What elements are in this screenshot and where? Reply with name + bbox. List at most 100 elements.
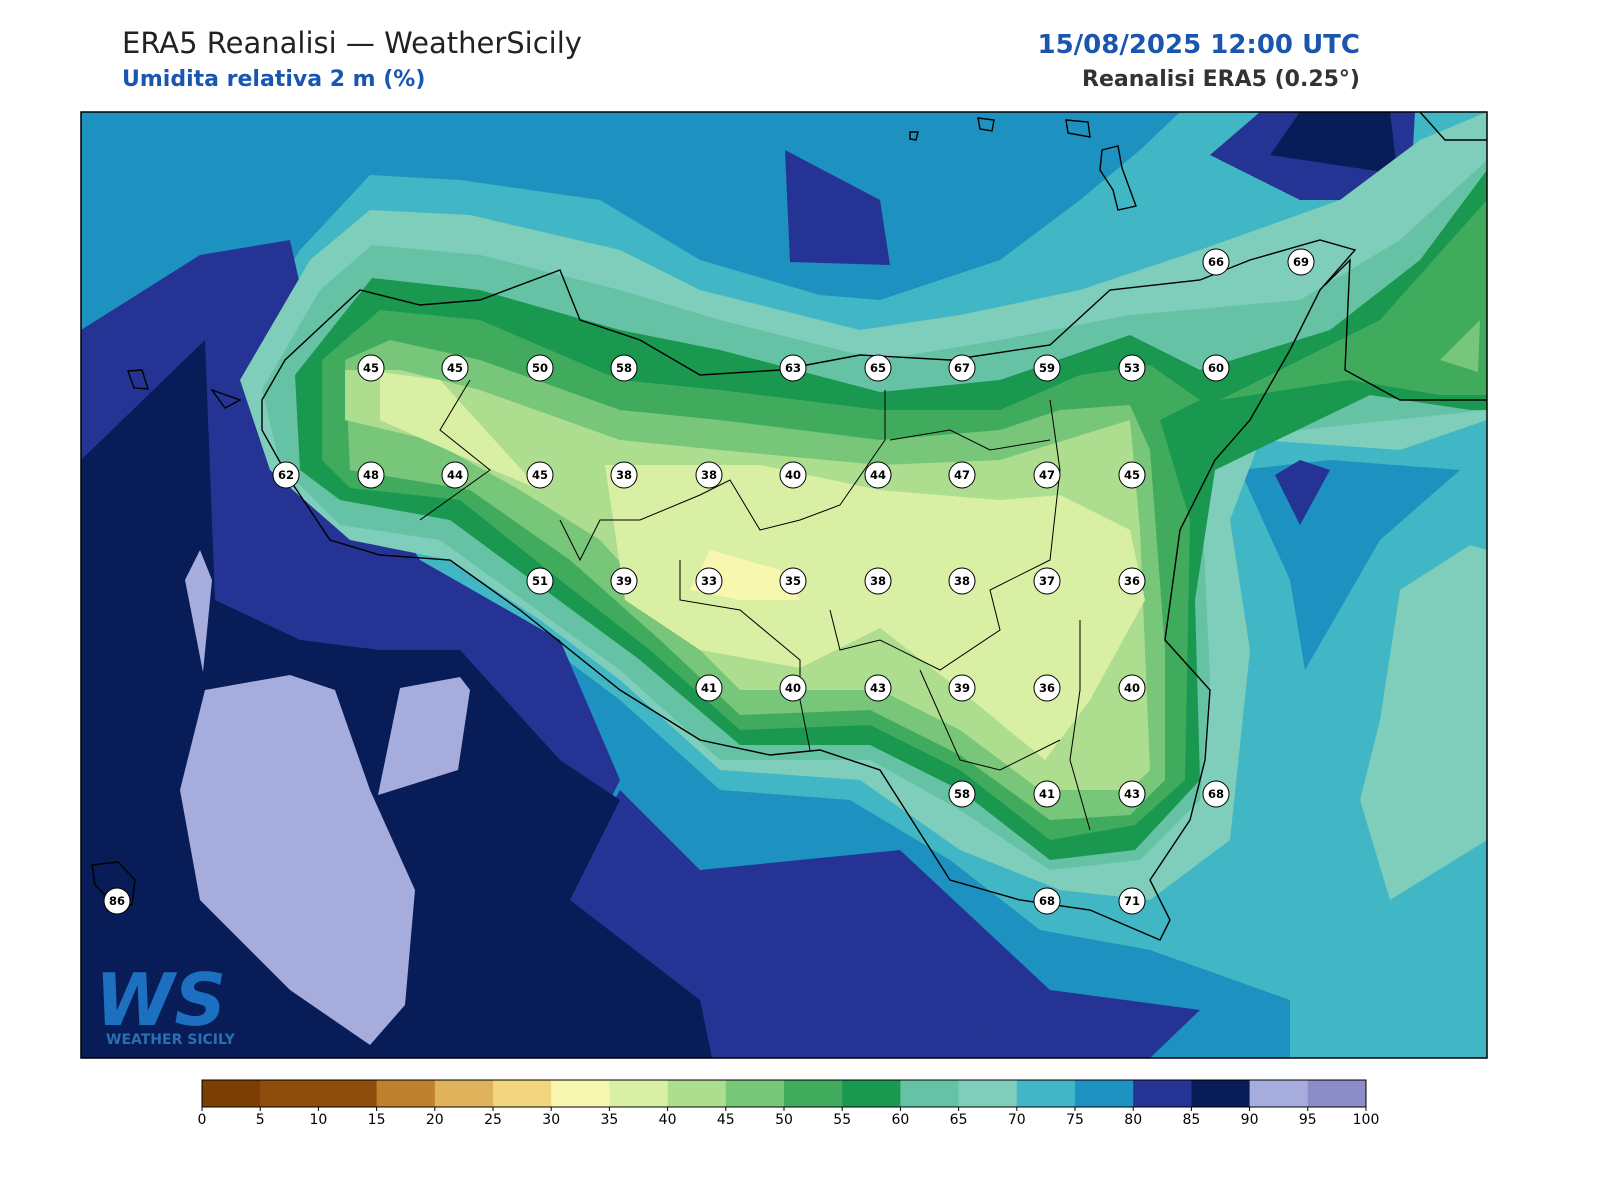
- station-marker: [779, 567, 807, 595]
- station-marker: [1033, 567, 1061, 595]
- subtitle: Umidita relativa 2 m (%): [122, 67, 425, 92]
- station-value: 45: [532, 468, 548, 482]
- colorbar-segment: [434, 1080, 494, 1107]
- station-value: 68: [1208, 787, 1224, 801]
- station-value: 40: [1124, 681, 1140, 695]
- station-value: 66: [1208, 255, 1224, 269]
- colorbar: 0 5 10 15 20 25 30 35 40 45 50 55 60 65 70 75 80 85 90 95 10…: [198, 1079, 1380, 1128]
- colorbar-segment: [376, 1080, 436, 1107]
- station-marker: [526, 461, 554, 489]
- colorbar-tick-label: 25: [484, 1112, 502, 1128]
- station-value: 38: [954, 574, 970, 588]
- station-value: 67: [954, 361, 970, 375]
- station-value: 51: [532, 574, 548, 588]
- station-marker: [948, 674, 976, 702]
- colorbar-segment: [260, 1080, 319, 1107]
- colorbar-tick-label: 70: [1008, 1112, 1026, 1128]
- station-marker: [1202, 354, 1230, 382]
- station-value: 43: [1124, 787, 1140, 801]
- station-value: 40: [785, 681, 801, 695]
- station-marker: [1033, 887, 1061, 915]
- colorbar-tick-label: 75: [1066, 1112, 1084, 1128]
- datetime: 15/08/2025 12:00 UTC: [1037, 30, 1360, 60]
- colorbar-tick-label: 90: [1241, 1112, 1259, 1128]
- station-marker: [779, 461, 807, 489]
- station-value: 43: [870, 681, 886, 695]
- station-value: 47: [1039, 468, 1055, 482]
- colorbar-segment: [318, 1080, 378, 1107]
- colorbar-segment: [1016, 1080, 1076, 1107]
- source: Reanalisi ERA5 (0.25°): [1082, 67, 1360, 92]
- station-value: 45: [447, 361, 463, 375]
- colorbar-tick-label: 80: [1124, 1112, 1142, 1128]
- logo-initials: WS: [95, 958, 226, 1042]
- station-value: 65: [870, 361, 886, 375]
- station-marker: [779, 674, 807, 702]
- colorbar-tick-label: 60: [891, 1112, 909, 1128]
- colorbar-tick-label: 85: [1182, 1112, 1200, 1128]
- station-marker: [948, 567, 976, 595]
- station-value: 62: [278, 468, 294, 482]
- station-value: 68: [1039, 894, 1055, 908]
- station-value: 59: [1039, 361, 1055, 375]
- colorbar-segment: [1191, 1080, 1251, 1107]
- colorbar-segment: [784, 1080, 843, 1107]
- station-marker: [1118, 567, 1146, 595]
- station-marker: [864, 354, 892, 382]
- logo-text: WEATHER SICILY: [106, 1032, 236, 1048]
- colorbar-segment: [667, 1080, 727, 1107]
- colorbar-tick-label: 65: [950, 1112, 968, 1128]
- station-value: 35: [785, 574, 801, 588]
- station-value: 60: [1208, 361, 1224, 375]
- station-value: 44: [447, 468, 463, 482]
- station-value: 40: [785, 468, 801, 482]
- station-marker: [1118, 887, 1146, 915]
- station-value: 48: [363, 468, 379, 482]
- station-value: 86: [109, 894, 125, 908]
- station-marker: [1033, 780, 1061, 808]
- colorbar-segment: [725, 1080, 785, 1107]
- station-value: 38: [701, 468, 717, 482]
- colorbar-tick-label: 20: [426, 1112, 444, 1128]
- colorbar-tick-label: 100: [1353, 1112, 1380, 1128]
- station-value: 33: [701, 574, 717, 588]
- colorbar-tick-label: 0: [198, 1112, 207, 1128]
- station-marker: [1033, 461, 1061, 489]
- station-marker: [526, 567, 554, 595]
- station-marker: [864, 461, 892, 489]
- station-value: 58: [616, 361, 632, 375]
- station-marker: [1118, 354, 1146, 382]
- logo: WS WEATHER SICILY: [95, 958, 236, 1048]
- station-marker: [1202, 780, 1230, 808]
- station-value: 38: [870, 574, 886, 588]
- station-value: 39: [954, 681, 970, 695]
- title: ERA5 Reanalisi — WeatherSicily: [122, 26, 582, 60]
- station-marker: [526, 354, 554, 382]
- station-marker: [864, 674, 892, 702]
- station-marker: [779, 354, 807, 382]
- station-marker: [610, 354, 638, 382]
- station-marker: [1033, 354, 1061, 382]
- station-marker: [1118, 780, 1146, 808]
- colorbar-segment: [493, 1080, 552, 1107]
- colorbar-tick-label: 30: [542, 1112, 560, 1128]
- station-value: 41: [701, 681, 717, 695]
- colorbar-tick-label: 50: [775, 1112, 793, 1128]
- station-marker: [864, 567, 892, 595]
- colorbar-tick-label: 5: [256, 1112, 265, 1128]
- colorbar-tick-label: 35: [600, 1112, 618, 1128]
- station-marker: [1118, 461, 1146, 489]
- station-marker: [695, 674, 723, 702]
- station-value: 38: [616, 468, 632, 482]
- station-marker: [1033, 674, 1061, 702]
- station-value: 71: [1124, 894, 1140, 908]
- station-value: 69: [1293, 255, 1309, 269]
- colorbar-segment: [842, 1080, 901, 1107]
- station-marker: [948, 780, 976, 808]
- colorbar-segment: [551, 1080, 610, 1107]
- station-value: 36: [1039, 681, 1055, 695]
- station-value: 50: [532, 361, 548, 375]
- station-value: 44: [870, 468, 886, 482]
